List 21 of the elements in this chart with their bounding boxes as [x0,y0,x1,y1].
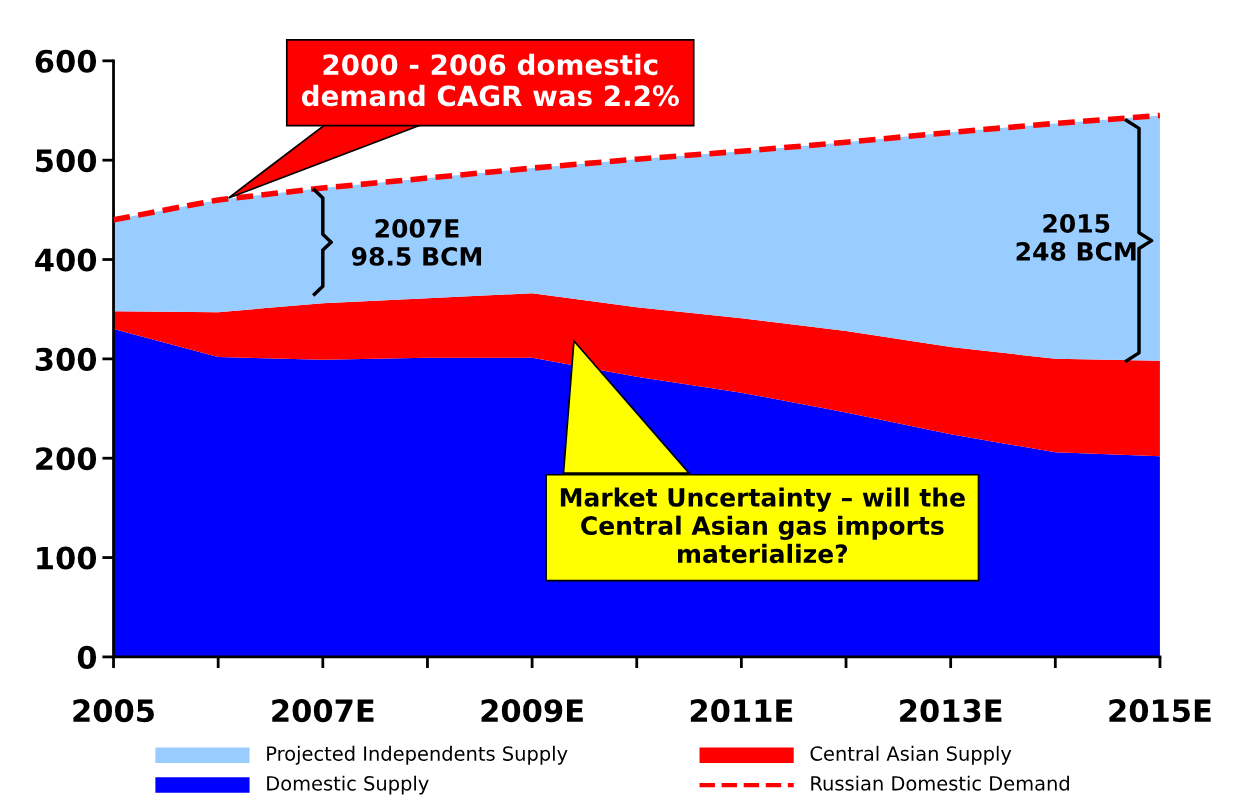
annotation: Market Uncertainty – will the Central Asian gas imports materialize? [560,487,965,564]
y-tick-label: 300 [35,347,97,371]
x-tick-label: 2011E [690,699,793,723]
x-tick-label: 2015E [1109,699,1211,723]
annotation: 2007E 98.5 BCM [351,218,482,266]
x-tick-label: 2007E [272,699,374,723]
y-tick-label: 500 [36,149,97,173]
annotation: 2015 248 BCM [1016,214,1136,261]
x-tick-label: 2013E [900,699,1002,723]
x-tick-label: 2009E [481,699,583,723]
y-tick-label: 400 [35,248,97,272]
y-tick-label: 200 [36,447,97,471]
y-tick-label: 0 [77,645,97,669]
legend-label: Central Asian Supply [810,745,1012,765]
annotation: 2000 - 2006 domestic demand CAGR was 2.2% [301,53,679,107]
legend-label: Russian Domestic Demand [811,775,1069,791]
x-tick-label: 2005 [73,699,154,723]
y-tick-label: 100 [37,546,97,570]
legend-label: Domestic Supply [267,775,429,795]
y-tick-label: 600 [35,49,97,73]
legend-label: Projected Independents Supply [267,745,568,765]
